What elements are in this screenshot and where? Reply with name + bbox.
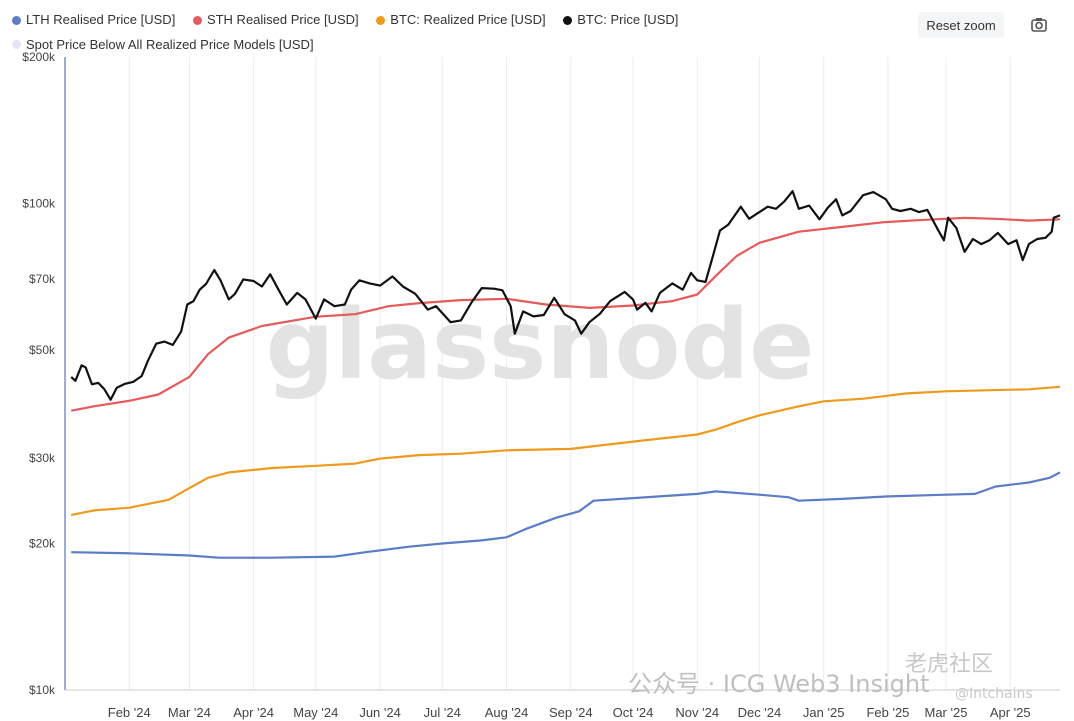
camera-icon[interactable]	[1024, 12, 1054, 38]
series-line-btc-realized-price-usd	[70, 385, 1061, 516]
x-tick-label: May '24	[293, 705, 338, 720]
x-tick-label: Jun '24	[359, 705, 401, 720]
series-line-lth-realised-price-usd	[71, 471, 1061, 559]
legend-dot-icon	[12, 40, 21, 49]
legend-label: BTC: Realized Price [USD]	[390, 12, 546, 27]
channel-watermark: 公众号 · ICG Web3 Insight	[628, 670, 930, 698]
handle-watermark: @Intchains	[955, 686, 1033, 702]
vertical-gridlines	[128, 57, 1011, 690]
reset-zoom-button[interactable]: Reset zoom	[918, 12, 1004, 38]
glassnode-watermark: glassnode	[266, 289, 815, 401]
x-tick-label: Sep '24	[549, 705, 593, 720]
y-axis-ticks: $10k $20k $30k $50k $70k $100k $200k	[22, 50, 56, 697]
x-tick-label: Mar '25	[925, 705, 968, 720]
legend-item-sth[interactable]: STH Realised Price [USD]	[192, 8, 359, 32]
x-tick-label: Mar '24	[168, 705, 211, 720]
cn-brand-watermark: 老虎社区	[905, 652, 994, 677]
series-line-sth-realised-price-usd	[70, 216, 1061, 412]
legend-dot-icon	[12, 15, 21, 25]
x-tick-label: Apr '25	[990, 705, 1031, 720]
y-tick-label: $200k	[22, 50, 56, 64]
legend-dot-icon	[563, 15, 573, 25]
legend-item-spot-below[interactable]: Spot Price Below All Realized Price Mode…	[12, 33, 314, 57]
legend-label: Spot Price Below All Realized Price Mode…	[26, 36, 314, 52]
x-tick-label: Dec '24	[738, 705, 782, 720]
y-tick-label: $50k	[29, 343, 56, 357]
x-tick-label: Oct '24	[613, 705, 654, 720]
y-tick-label: $20k	[29, 537, 56, 551]
legend-label: BTC: Price [USD]	[577, 12, 679, 27]
legend-item-price[interactable]: BTC: Price [USD]	[563, 8, 678, 32]
x-tick-label: Feb '24	[108, 705, 151, 720]
legend: LTH Realised Price [USD] STH Realised Pr…	[12, 8, 732, 57]
camera-icon-glyph	[1031, 18, 1047, 32]
legend-item-realized[interactable]: BTC: Realized Price [USD]	[376, 8, 546, 32]
y-tick-label: $10k	[29, 683, 56, 697]
legend-item-lth[interactable]: LTH Realised Price [USD]	[12, 8, 175, 32]
x-axis-ticks: Feb '24 Mar '24 Apr '24 May '24 Jun '24 Jul '…	[108, 705, 1031, 720]
legend-label: STH Realised Price [USD]	[206, 12, 359, 27]
x-tick-label: Nov '24	[675, 705, 719, 720]
x-tick-label: Apr '24	[233, 705, 274, 720]
y-tick-label: $70k	[29, 272, 56, 286]
x-tick-label: Jul '24	[424, 705, 461, 720]
series-line-btc-price-usd	[70, 190, 1061, 401]
series-lines	[70, 190, 1061, 559]
x-tick-label: Aug '24	[485, 705, 529, 720]
y-tick-label: $30k	[29, 451, 56, 465]
legend-label: LTH Realised Price [USD]	[26, 12, 176, 27]
legend-dot-icon	[376, 15, 386, 25]
y-tick-label: $100k	[22, 196, 56, 210]
x-tick-label: Jan '25	[803, 705, 845, 720]
legend-dot-icon	[192, 15, 202, 25]
x-tick-label: Feb '25	[866, 705, 909, 720]
